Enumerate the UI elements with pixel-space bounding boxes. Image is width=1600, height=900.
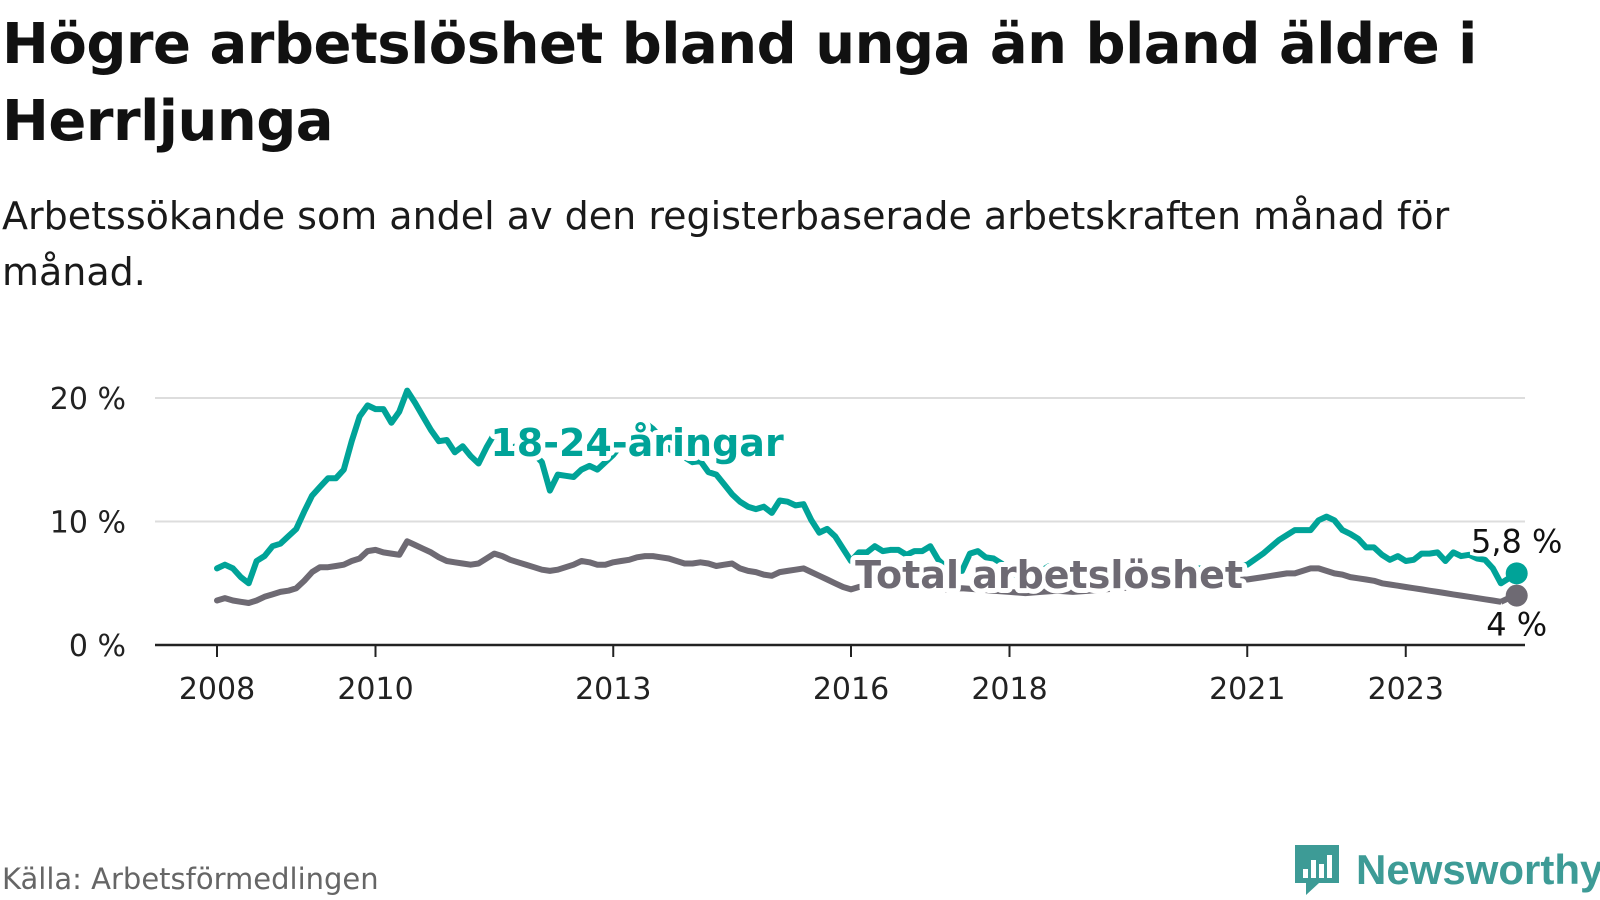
x-tick-label: 2010 (337, 672, 413, 707)
x-tick-label: 2018 (971, 672, 1047, 707)
y-axis-ticks: 0 % 10 % 20 % (50, 382, 126, 664)
series-annotation-0: 18-24-åringar (490, 421, 784, 465)
x-axis-ticks: 2008 2010 2013 2016 2018 2021 2023 (179, 645, 1444, 707)
page-title: Högre arbetslöshet bland unga än bland ä… (2, 12, 1477, 154)
series-line-0 (214, 387, 1520, 587)
series-annotations: 18-24-åringar Total arbetslöshet (485, 416, 1248, 602)
end-value-label-0: 5,8 % (1471, 522, 1562, 560)
brand-logo: Newsworthy (1292, 840, 1600, 900)
x-tick-label: 2013 (575, 672, 651, 707)
series-line-1 (214, 538, 1520, 606)
end-value-label-1: 4 % (1486, 606, 1547, 644)
x-tick-label: 2016 (813, 672, 889, 707)
end-value-labels: 5,8 % 4 % (1467, 519, 1565, 647)
end-point-1 (1505, 584, 1528, 607)
end-point-0 (1505, 562, 1528, 585)
y-tick-label: 10 % (50, 506, 126, 541)
x-tick-label: 2008 (179, 672, 255, 707)
newsworthy-logo-icon (1295, 845, 1339, 895)
page-subtitle: Arbetssökande som andel av den registerb… (2, 194, 1450, 294)
x-tick-label: 2021 (1209, 672, 1285, 707)
y-tick-label: 0 % (69, 629, 126, 664)
series-annotation-1: Total arbetslöshet (855, 553, 1243, 597)
x-tick-label: 2023 (1368, 672, 1444, 707)
series-lines (214, 387, 1520, 606)
y-tick-label: 20 % (50, 382, 126, 417)
brand-name: Newsworthy (1356, 846, 1600, 893)
source-note: Källa: Arbetsförmedlingen (2, 862, 379, 896)
grid-lines (155, 397, 1525, 523)
